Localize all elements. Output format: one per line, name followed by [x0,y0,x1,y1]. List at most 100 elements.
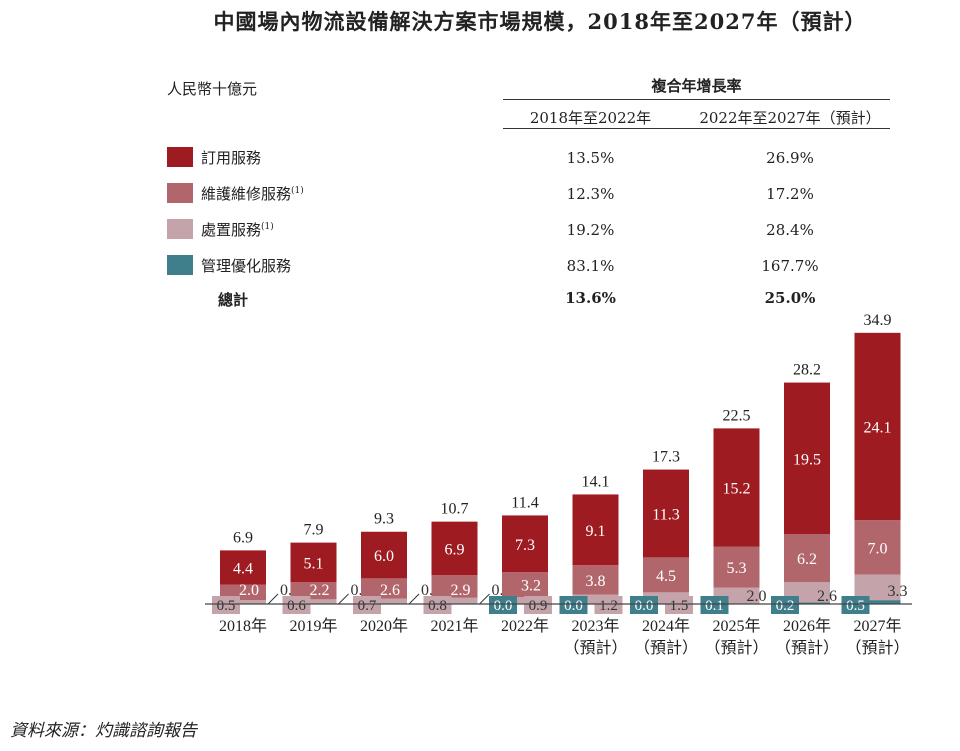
cagr-value: 19.2% [566,221,615,239]
cagr-period-2: 2022年至2027年（預計） [699,109,881,127]
disposal-label-bg [282,596,311,614]
x-tick-label: 2021年 [430,617,478,635]
maintenance-label: 2.2 [310,582,330,599]
legend-label: 處置服務(1) [201,221,274,239]
subscription-label: 7.3 [515,537,535,554]
leader-line [338,593,349,605]
bar-maintenance [431,575,478,598]
divider [503,99,890,100]
x-tick-note: （預計） [634,639,698,657]
bar-subscription [502,515,548,573]
legend-swatch [167,255,193,275]
disposal-label: 2.6 [817,588,837,605]
legend-label: 管理優化服務 [201,257,292,275]
bar-disposal [431,597,478,604]
disposal-label-bg [353,596,381,614]
subscription-label: 9.1 [586,523,606,540]
management-label-bg [489,596,517,614]
x-tick-note: （預計） [563,639,627,657]
management-label-bg [700,596,729,614]
total-label: 22.5 [723,407,751,424]
total-label: 17.3 [652,449,680,466]
disposal-label-bg [423,596,452,614]
management-label-bg [771,596,799,614]
bar-disposal [220,600,266,604]
cagr-value: 26.9% [766,149,814,167]
subscription-label: 6.9 [445,541,465,558]
bar-maintenance [784,534,830,583]
x-tick-label: 2025年 [712,617,760,635]
disposal-label: 1.5 [670,598,689,614]
total-label: 11.4 [511,494,538,511]
x-tick-label: 2024年 [642,617,690,635]
total-label: 9.3 [374,511,394,528]
bar-maintenance [713,546,760,588]
bar-subscription [431,521,478,576]
x-tick-note: （預計） [775,639,839,657]
unit-label: 人民幣十億元 [167,80,258,98]
bar-subscription [290,542,337,583]
subscription-label: 5.1 [304,555,324,572]
cagr-period-1: 2018年至2022年 [529,109,652,127]
bar-management [854,600,901,604]
subscription-label: 24.1 [864,419,892,436]
cagr-value: 17.2% [766,185,814,203]
chart-title: 中國場內物流設備解決方案市場規模，2018年至2027年（預計） [213,9,867,34]
x-tick-label: 2020年 [360,617,408,635]
bar-subscription [572,494,619,566]
x-tick-note: （預計） [704,639,768,657]
management-label: 0.0 [635,598,654,614]
legend-label: 訂用服務 [201,149,262,167]
maintenance-label: 7.0 [868,540,888,557]
divider [503,128,890,129]
bar-subscription [854,332,901,521]
x-tick-label: 2018年 [219,617,267,635]
bar-management [784,602,830,604]
disposal-label: 0.8 [428,598,447,614]
maintenance-label: 2.0 [239,582,259,599]
bar-maintenance [854,520,901,575]
maintenance-label: 3.2 [521,578,541,595]
subscription-label: 11.3 [652,506,679,523]
legend-swatch [167,147,193,167]
management-label-bg [559,596,588,614]
total-label: 14.1 [582,473,610,490]
disposal-label-bg [665,596,693,614]
cagr-header: 複合年增長率 [651,77,742,95]
bar-subscription [713,428,760,547]
subscription-label: 19.5 [793,451,821,468]
maintenance-label: 2.9 [451,582,471,599]
disposal-label: 0.5 [217,598,236,614]
bar-maintenance [290,582,337,600]
management-label-bg [630,596,658,614]
total-label: 7.9 [304,522,324,539]
total-label: 34.9 [864,312,892,329]
disposal-label: 2.0 [747,588,767,605]
bar-disposal [854,574,901,601]
leader-line [408,593,420,605]
bar-disposal [290,599,337,604]
source-note: 資料來源：灼識諮詢報告 [10,721,197,741]
legend-swatch [167,219,193,239]
bar-disposal [361,598,407,604]
bar-subscription [643,469,689,558]
maintenance-label: 5.3 [727,560,747,577]
x-tick-label: 2023年 [571,617,619,635]
cagr-value: 83.1% [566,257,615,275]
total-cagr: 25.0% [764,289,816,307]
disposal-label-bg [524,596,552,614]
bar-maintenance [643,557,689,593]
bar-maintenance [502,572,548,598]
bar-subscription [784,382,830,535]
maintenance-label: 2.6 [380,582,400,599]
legend-swatch [167,183,193,203]
management-label: 0.2 [776,598,795,614]
disposal-label: 0.9 [529,598,548,614]
disposal-label: 1.2 [599,598,618,614]
maintenance-label: 6.2 [797,551,817,568]
leader-line [267,593,279,605]
total-label: 28.2 [793,362,821,379]
x-tick-label: 2026年 [783,617,831,635]
cagr-value: 13.5% [566,149,615,167]
